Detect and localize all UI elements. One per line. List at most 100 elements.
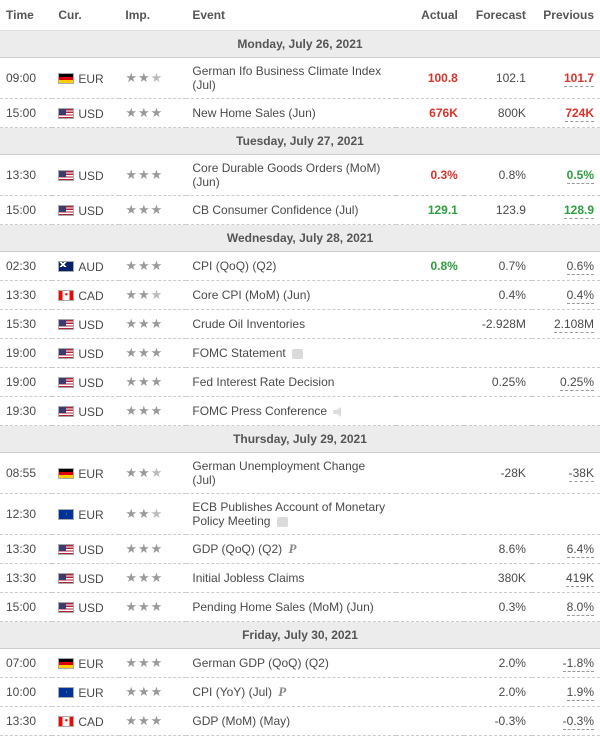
speaker-icon xyxy=(333,407,344,417)
cell-event[interactable]: GDP (MoM) (May) xyxy=(186,707,395,736)
cell-time: 07:00 xyxy=(0,649,52,678)
cell-time: 19:00 xyxy=(0,339,52,368)
cell-event[interactable]: Core Durable Goods Orders (MoM) (Jun) xyxy=(186,155,395,196)
cell-actual: 0.3% xyxy=(396,155,464,196)
cell-cur: USD xyxy=(52,564,119,593)
cell-imp: ★★★ xyxy=(119,397,186,426)
cell-imp: ★★★ xyxy=(119,593,186,622)
cell-imp: ★★★ xyxy=(119,310,186,339)
cell-previous: 419K xyxy=(532,564,600,593)
importance-stars: ★★★ xyxy=(125,541,163,556)
cell-event[interactable]: Crude Oil Inventories xyxy=(186,310,395,339)
table-row[interactable]: 07:00EUR★★★German GDP (QoQ) (Q2) 2.0%-1.… xyxy=(0,649,600,678)
table-row[interactable]: 13:30CAD★★★Core CPI (MoM) (Jun) 0.4%0.4% xyxy=(0,281,600,310)
importance-stars: ★★★ xyxy=(125,167,163,182)
col-event[interactable]: Event xyxy=(186,0,395,31)
cell-forecast: 2.0% xyxy=(464,649,532,678)
table-row[interactable]: 08:55EUR★★★German Unemployment Change (J… xyxy=(0,453,600,494)
cell-event[interactable]: Core CPI (MoM) (Jun) xyxy=(186,281,395,310)
cell-event[interactable]: CPI (YoY) (Jul) P xyxy=(186,678,395,707)
cell-cur: EUR xyxy=(52,678,119,707)
cell-event[interactable]: German GDP (QoQ) (Q2) xyxy=(186,649,395,678)
col-forecast[interactable]: Forecast xyxy=(464,0,532,31)
table-row[interactable]: 15:00USD★★★CB Consumer Confidence (Jul) … xyxy=(0,196,600,225)
cell-cur: USD xyxy=(52,339,119,368)
cell-previous xyxy=(532,494,600,535)
cell-previous: 128.9 xyxy=(532,196,600,225)
cell-event[interactable]: New Home Sales (Jun) xyxy=(186,99,395,128)
day-label: Tuesday, July 27, 2021 xyxy=(0,128,600,155)
cell-imp: ★★★ xyxy=(119,564,186,593)
cell-forecast xyxy=(464,339,532,368)
document-icon xyxy=(292,349,303,359)
table-row[interactable]: 12:30EUR★★★ECB Publishes Account of Mone… xyxy=(0,494,600,535)
table-row[interactable]: 19:00USD ★★★ FOMC Statement xyxy=(0,339,600,368)
col-cur[interactable]: Cur. xyxy=(52,0,119,31)
cell-time: 19:00 xyxy=(0,368,52,397)
cell-event[interactable]: CPI (QoQ) (Q2) xyxy=(186,252,395,281)
cell-event[interactable]: German Ifo Business Climate Index (Jul) xyxy=(186,58,395,99)
cell-imp: ★★★ xyxy=(119,368,186,397)
day-header: Friday, July 30, 2021 xyxy=(0,622,600,649)
col-previous[interactable]: Previous xyxy=(532,0,600,31)
table-row[interactable]: 19:00USD★★★Fed Interest Rate Decision 0.… xyxy=(0,368,600,397)
cell-forecast: 123.9 xyxy=(464,196,532,225)
importance-stars: ★★★ xyxy=(125,345,163,360)
cell-event[interactable]: Pending Home Sales (MoM) (Jun) xyxy=(186,593,395,622)
importance-stars: ★★★ xyxy=(125,105,163,120)
table-row[interactable]: 15:30USD★★★Crude Oil Inventories -2.928M… xyxy=(0,310,600,339)
col-actual[interactable]: Actual xyxy=(396,0,464,31)
flag-icon xyxy=(58,261,74,272)
cell-actual: 129.1 xyxy=(396,196,464,225)
cell-time: 12:30 xyxy=(0,494,52,535)
cell-forecast: 0.7% xyxy=(464,252,532,281)
cell-event[interactable]: German Unemployment Change (Jul) xyxy=(186,453,395,494)
cell-previous: 8.0% xyxy=(532,593,600,622)
cell-event[interactable]: GDP (QoQ) (Q2) P xyxy=(186,535,395,564)
table-row[interactable]: 13:30USD★★★Core Durable Goods Orders (Mo… xyxy=(0,155,600,196)
flag-icon xyxy=(58,377,74,388)
cell-cur: USD xyxy=(52,310,119,339)
cell-actual xyxy=(396,564,464,593)
preliminary-icon: P xyxy=(278,684,286,699)
table-row[interactable]: 02:30AUD★★★CPI (QoQ) (Q2) 0.8%0.7%0.6% xyxy=(0,252,600,281)
flag-icon xyxy=(58,406,74,417)
cell-imp: ★★★ xyxy=(119,535,186,564)
table-row[interactable]: 09:00EUR★★★German Ifo Business Climate I… xyxy=(0,58,600,99)
cell-event[interactable]: CB Consumer Confidence (Jul) xyxy=(186,196,395,225)
table-row[interactable]: 13:30USD★★★Initial Jobless Claims 380K41… xyxy=(0,564,600,593)
cell-previous: -0.3% xyxy=(532,707,600,736)
table-row[interactable]: 15:00USD★★★Pending Home Sales (MoM) (Jun… xyxy=(0,593,600,622)
table-row[interactable]: 13:30USD★★★GDP (QoQ) (Q2) P8.6%6.4% xyxy=(0,535,600,564)
preliminary-icon: P xyxy=(289,541,297,556)
day-label: Friday, July 30, 2021 xyxy=(0,622,600,649)
importance-stars: ★★★ xyxy=(125,713,163,728)
day-header: Thursday, July 29, 2021 xyxy=(0,426,600,453)
cell-imp: ★★★ xyxy=(119,339,186,368)
table-row[interactable]: 10:00EUR★★★CPI (YoY) (Jul) P2.0%1.9% xyxy=(0,678,600,707)
cell-forecast xyxy=(464,494,532,535)
table-row[interactable]: 15:00USD★★★New Home Sales (Jun) 676K800K… xyxy=(0,99,600,128)
cell-forecast: 800K xyxy=(464,99,532,128)
table-row[interactable]: 13:30CAD★★★GDP (MoM) (May) -0.3%-0.3% xyxy=(0,707,600,736)
document-icon xyxy=(277,517,288,527)
cell-cur: USD xyxy=(52,593,119,622)
cell-previous: -1.8% xyxy=(532,649,600,678)
cell-forecast: 0.8% xyxy=(464,155,532,196)
cell-forecast: 8.6% xyxy=(464,535,532,564)
importance-stars: ★★★ xyxy=(125,374,163,389)
cell-actual xyxy=(396,310,464,339)
flag-icon xyxy=(58,170,74,181)
cell-cur: EUR xyxy=(52,649,119,678)
cell-event[interactable]: Initial Jobless Claims xyxy=(186,564,395,593)
cell-event[interactable]: FOMC Press Conference xyxy=(186,397,395,426)
cell-event[interactable]: FOMC Statement xyxy=(186,339,395,368)
cell-event[interactable]: Fed Interest Rate Decision xyxy=(186,368,395,397)
table-row[interactable]: 19:30USD★★★FOMC Press Conference xyxy=(0,397,600,426)
flag-icon xyxy=(58,509,74,520)
col-imp[interactable]: Imp. xyxy=(119,0,186,31)
cell-imp: ★★★ xyxy=(119,58,186,99)
cell-time: 15:00 xyxy=(0,196,52,225)
col-time[interactable]: Time xyxy=(0,0,52,31)
cell-event[interactable]: ECB Publishes Account of Monetary Policy… xyxy=(186,494,395,535)
